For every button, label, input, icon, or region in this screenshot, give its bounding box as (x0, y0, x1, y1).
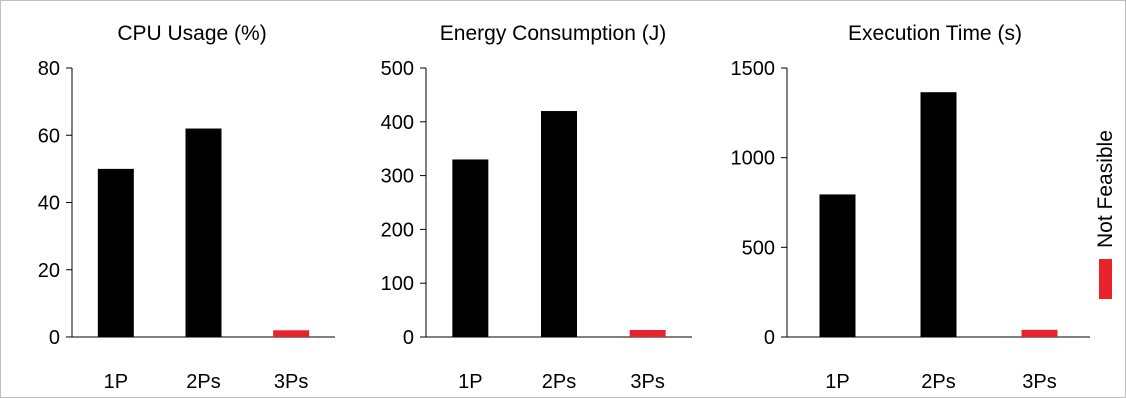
y-tick-label: 80 (38, 58, 60, 80)
chart-2: Energy Consumption (J) 0 100 200 300 400 500 1P… (381, 22, 692, 393)
bar-1p (97, 168, 134, 337)
x-tick-label: 1P (104, 371, 128, 393)
y-tick-label: 1000 (731, 148, 776, 170)
bar-2ps (920, 92, 957, 338)
bar-2ps (185, 128, 222, 337)
x-tick-label: 3Ps (274, 371, 308, 393)
y-tick-label: 400 (381, 112, 414, 134)
x-tick-label: 2Ps (542, 371, 576, 393)
bar-3ps-not-feasible (629, 330, 666, 337)
y-tick-label: 500 (381, 58, 414, 80)
y-tick-label: 60 (38, 125, 60, 147)
bar-1p (452, 159, 489, 337)
y-tick-label: 0 (403, 327, 414, 349)
bar-2ps (541, 111, 577, 337)
y-tick-label: 0 (49, 327, 60, 349)
x-tick-label: 1P (825, 371, 849, 393)
chart-title: Energy Consumption (J) (440, 22, 666, 45)
bar-1p (819, 194, 856, 337)
chart-title: CPU Usage (%) (117, 22, 266, 45)
x-tick-label: 3Ps (1022, 371, 1056, 393)
y-tick-label: 200 (381, 219, 414, 241)
x-tick-label: 2Ps (921, 371, 955, 393)
chart-3: Execution Time (s) 0 500 1000 1500 1P 2Ps 3Ps (731, 22, 1090, 393)
x-tick-label: 1P (458, 371, 482, 393)
y-tick-label: 300 (381, 166, 414, 188)
bar-3ps-not-feasible (1021, 329, 1058, 337)
chart-title: Execution Time (s) (848, 22, 1022, 45)
y-tick-label: 40 (38, 193, 60, 215)
bar-3ps-not-feasible (273, 330, 310, 337)
legend-swatch-not-feasible (1099, 259, 1112, 299)
legend-label-not-feasible: Not Feasible (1094, 130, 1117, 248)
x-tick-label: 3Ps (630, 371, 664, 393)
y-tick-label: 0 (764, 327, 775, 349)
y-tick-label: 20 (38, 260, 60, 282)
y-tick-label: 100 (381, 273, 414, 295)
y-tick-label: 1500 (731, 58, 776, 80)
legend: Not Feasible (1094, 130, 1117, 299)
chart-1: CPU Usage (%) 0 20 40 60 80 1P 2Ps 3Ps (38, 22, 335, 393)
x-tick-label: 2Ps (186, 371, 220, 393)
y-tick-label: 500 (742, 237, 775, 259)
